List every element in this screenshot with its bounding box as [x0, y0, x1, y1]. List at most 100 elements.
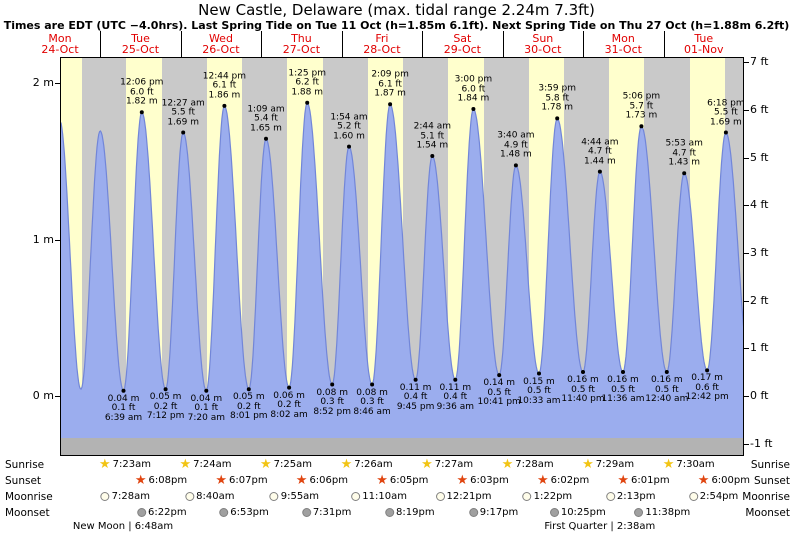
tide-m-text: 1.88 m: [291, 87, 324, 98]
tide-time-text: 8:46 am: [353, 406, 391, 417]
y-axis-label-meters: 2 m: [32, 76, 54, 89]
moonset-time: 10:25pm: [560, 507, 606, 518]
tide-m-text: 1.69 m: [710, 117, 742, 127]
tide-time-text: 12:06 pm: [120, 77, 164, 88]
high-tide-label: 12:44 pm 6.1 ft 1.86 m: [203, 72, 246, 101]
sunset-entry: ★ 6:08pm: [135, 473, 187, 488]
tide-extreme-dot: [204, 388, 209, 393]
moonset-time: 11:38pm: [645, 507, 691, 518]
day-name: Thu: [291, 32, 312, 45]
tide-extreme-dot: [139, 110, 144, 115]
day-label: Wed 26-Oct: [202, 33, 239, 55]
chart-subtitle: Times are EDT (UTC −4.0hrs). Last Spring…: [3, 19, 790, 32]
tide-extreme-dot: [330, 382, 335, 387]
tide-ft-text: 5.8 ft: [545, 93, 570, 104]
moonrise-entry: 8:40am: [185, 489, 234, 504]
tide-time-text: 12:40 am: [645, 394, 689, 404]
tide-time-text: 10:33 am: [517, 395, 561, 406]
sunset-icon: ★: [295, 473, 308, 488]
low-tide-label: 0.17 m 0.6 ft 12:42 pm: [685, 374, 728, 403]
day-date: 30-Oct: [524, 43, 562, 56]
tide-extreme-dot: [181, 130, 186, 135]
sunrise-time: 7:26am: [354, 459, 393, 470]
sunset-entry: ★ 6:06pm: [296, 473, 348, 488]
tide-m-text: 0.11 m: [439, 382, 472, 393]
sunrise-time: 7:29am: [595, 459, 635, 470]
day-name: Mon: [48, 32, 72, 45]
tide-time-text: 9:36 am: [436, 401, 474, 412]
low-tide-label: 0.05 m 0.2 ft 7:12 pm: [147, 393, 185, 422]
tide-extreme-dot: [664, 370, 669, 374]
low-tide-label: 0.04 m 0.1 ft 7:20 am: [188, 393, 225, 424]
day-boundary-tick: [422, 31, 424, 57]
tide-time-text: 3:40 am: [497, 130, 535, 141]
tide-ft-text: 6.0 ft: [129, 87, 154, 98]
chart-title: New Castle, Delaware (max. tidal range 2…: [198, 1, 595, 19]
sunrise-time: 7:30am: [676, 459, 715, 470]
tide-m-text: 0.05 m: [232, 392, 265, 403]
tide-extreme-dot: [537, 371, 541, 376]
moonrise-icon: [688, 492, 698, 501]
tide-ft-text: 0.2 ft: [277, 400, 301, 411]
tide-time-text: 9:45 pm: [396, 401, 435, 412]
moon-phase-label: New Moon | 6:48am: [72, 521, 174, 532]
tide-ft-text: 4.7 ft: [672, 148, 697, 159]
moonset-row-label-right: Moonset: [745, 507, 790, 519]
sunrise-time: 7:24am: [193, 459, 232, 470]
tide-ft-text: 0.1 ft: [194, 403, 219, 414]
sunset-row-label-right: Sunset: [753, 475, 790, 487]
sunset-time: 6:06pm: [309, 475, 348, 486]
moonrise-time: 2:13pm: [616, 491, 656, 502]
high-tide-label: 2:44 am 5.1 ft 1.54 m: [414, 122, 451, 152]
day-label: Tue 25-Oct: [122, 33, 159, 55]
tide-ft-text: 4.7 ft: [588, 146, 612, 157]
moonrise-icon: [605, 492, 615, 501]
tide-time-text: 11:36 am: [601, 394, 645, 404]
sunrise-icon: ★: [340, 457, 353, 472]
high-tide-label: 3:59 pm 5.8 ft 1.78 m: [538, 84, 576, 114]
tide-time-text: 2:09 pm: [371, 69, 409, 80]
day-boundary-tick: [341, 31, 343, 57]
moonrise-row-label-left: Moonrise: [5, 491, 53, 503]
day-date: 29-Oct: [443, 43, 481, 56]
sunrise-icon: ★: [179, 457, 192, 472]
high-tide-label: 1:25 pm 6.2 ft 1.88 m: [288, 69, 326, 98]
high-tide-label: 3:40 am 4.9 ft 1.48 m: [497, 130, 535, 161]
day-name: Sun: [532, 32, 554, 45]
tide-ft-text: 6.1 ft: [378, 79, 402, 90]
sunset-time: 6:02pm: [550, 475, 590, 486]
tide-ft-text: 0.4 ft: [403, 392, 428, 403]
tide-m-text: 0.04 m: [190, 393, 223, 404]
moonrise-time: 1:22pm: [533, 491, 573, 502]
tide-extreme-dot: [682, 171, 687, 176]
low-tide-label: 0.16 m 0.5 ft 11:36 am: [601, 375, 645, 405]
high-tide-label: 2:09 pm 6.1 ft 1.87 m: [371, 69, 409, 100]
tide-m-text: 1.69 m: [167, 117, 200, 127]
tide-ft-text: 0.3 ft: [360, 397, 384, 407]
tide-ft-text: 6.0 ft: [461, 84, 486, 94]
day-boundary-tick: [583, 31, 585, 57]
sunrise-icon: ★: [421, 457, 433, 472]
y-axis-label-feet: 6 ft: [750, 102, 769, 116]
sunset-icon: ★: [536, 473, 549, 488]
low-tide-label: 0.11 m 0.4 ft 9:36 am: [436, 382, 474, 413]
high-tide-label: 5:06 pm 5.7 ft 1.73 m: [623, 92, 661, 122]
tide-ft-text: 5.1 ft: [420, 131, 445, 141]
moonrise-icon: [435, 492, 445, 501]
day-name: Fri: [375, 32, 389, 45]
tide-ft-text: 0.1 ft: [111, 403, 136, 414]
moonset-time: 8:19pm: [396, 507, 435, 518]
tide-extreme-dot: [163, 387, 168, 392]
moonset-icon: [301, 508, 311, 517]
moonset-icon: [385, 508, 395, 517]
tide-time-text: 12:27 am: [161, 98, 205, 108]
day-name: Tue: [131, 32, 150, 45]
tide-extreme-dot: [370, 382, 375, 387]
tide-ft-text: 0.3 ft: [320, 397, 345, 407]
sunrise-entry: ★ 7:26am: [341, 457, 393, 472]
sunset-icon: ★: [617, 473, 630, 488]
y-axis-tick-right: [744, 157, 749, 159]
moonrise-entry: 1:22pm: [522, 489, 573, 504]
